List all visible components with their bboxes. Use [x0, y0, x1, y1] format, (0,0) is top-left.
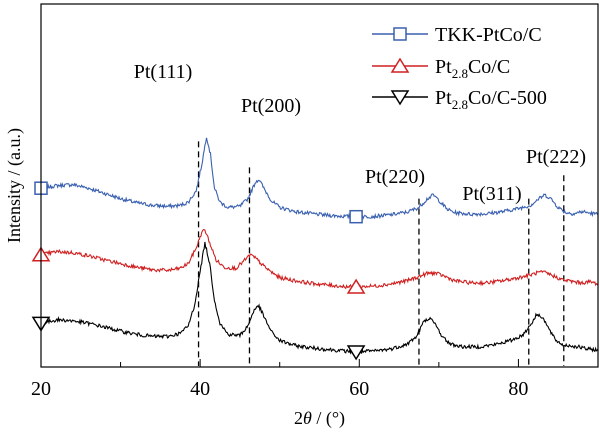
x-tick-label-80: 80: [508, 378, 528, 400]
x-axis-label-unit: / (°): [312, 408, 345, 429]
legend-label-subscript: 2.8: [452, 66, 468, 81]
x-axis-ticks: 20 40 60 80: [31, 359, 599, 400]
legend-label-rest: Co/C-500: [468, 87, 547, 109]
ref-label-pt-222: Pt(222): [526, 146, 586, 168]
y-axis-label: Intensity / (a.u.): [4, 128, 25, 243]
x-axis-label-prefix: 2: [294, 408, 303, 428]
x-axis-label: 2θ / (°): [294, 408, 345, 429]
legend-label-main: Pt: [435, 56, 452, 78]
plot-frame: [40, 3, 599, 368]
series-line-pt2-8co-c: [40, 229, 599, 290]
legend-label-tkk-ptco-c: TKK-PtCo/C: [435, 24, 542, 46]
series-marker-tkk-ptco-c-1: [349, 209, 363, 224]
reference-lines: [197, 141, 565, 366]
legend-marker-tkk-ptco-c: [393, 27, 407, 41]
legend-item-pt2-8co-c: Pt2.8Co/C: [372, 56, 510, 81]
series-marker-pt2-8co-c-1: [346, 278, 366, 294]
series-group: [40, 137, 599, 355]
legend-item-tkk-ptco-c: TKK-PtCo/C: [372, 24, 542, 46]
series-line-tkk-ptco-c: [40, 137, 599, 220]
legend-item-pt2-8co-c-500: Pt2.8Co/C-500: [372, 87, 547, 112]
legend-marker-pt2-8co-c-500: [390, 90, 410, 106]
legend-label-pt2-8co-c-500: Pt2.8Co/C-500: [435, 87, 547, 112]
series-marker-pt2-8co-c-500-1: [346, 345, 366, 361]
ref-label-pt-200: Pt(200): [241, 95, 301, 117]
legend-marker-pt2-8co-c: [390, 57, 410, 73]
series-line-pt2-8co-c-500: [40, 241, 599, 355]
x-tick-label-60: 60: [349, 378, 369, 400]
legend-label-subscript: 2.8: [452, 97, 468, 112]
x-tick-label-40: 40: [190, 378, 210, 400]
ref-label-pt-311: Pt(311): [462, 183, 521, 205]
legend-label-pt2-8co-c: Pt2.8Co/C: [435, 56, 510, 81]
x-tick-label-20: 20: [31, 378, 51, 400]
legend-label-main: Pt: [435, 87, 452, 109]
x-axis-label-symbol: θ: [303, 408, 312, 428]
legend-label-main: TKK-PtCo/C: [435, 24, 542, 46]
ref-label-pt-220: Pt(220): [365, 166, 425, 188]
legend-label-rest: Co/C: [468, 56, 510, 78]
reference-labels: Pt(111) Pt(200) Pt(220) Pt(311)Pt(222): [134, 61, 586, 205]
ref-label-pt-111: Pt(111): [134, 61, 193, 83]
